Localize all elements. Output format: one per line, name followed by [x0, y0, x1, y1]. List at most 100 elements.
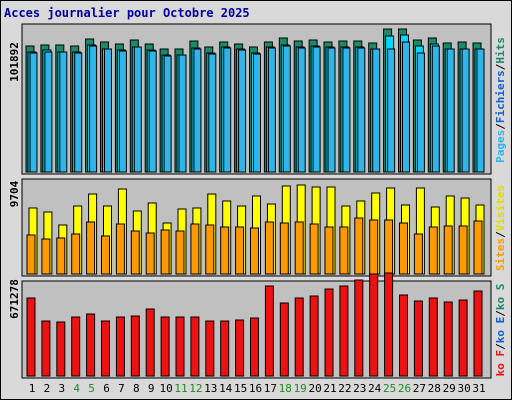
x-tick-label: 23: [353, 382, 366, 395]
kb-bar: [26, 297, 36, 377]
pages-bar: [59, 51, 68, 173]
pages-bar: [267, 47, 276, 173]
x-tick-label: 1: [29, 382, 36, 395]
sites-bar: [41, 238, 51, 275]
x-tick-label: 18: [279, 382, 292, 395]
sites-bar: [145, 232, 155, 275]
x-tick-label: 5: [88, 382, 95, 395]
pages-bar: [312, 46, 321, 173]
sites-bar: [354, 217, 364, 275]
kb-bar: [473, 290, 483, 377]
sites-bar: [56, 237, 66, 275]
sites-bar: [294, 221, 304, 275]
kb-bar: [71, 316, 81, 377]
kb-bar: [160, 316, 170, 377]
x-tick-label: 19: [294, 382, 307, 395]
legend-entry: ko E: [494, 317, 507, 344]
legend-entry: Visites: [494, 185, 507, 231]
kb-bar: [354, 279, 364, 377]
legend-entry: ko S: [494, 284, 507, 311]
sites-bar: [86, 221, 96, 275]
kb-bar: [86, 313, 96, 377]
legend-entry: Sites: [494, 238, 507, 271]
x-tick-label: 11: [174, 382, 187, 395]
pages-bar: [372, 48, 381, 173]
x-tick-label: 20: [308, 382, 321, 395]
sites-bar: [130, 230, 140, 275]
x-tick-label: 22: [338, 382, 351, 395]
pages-bar: [118, 50, 127, 173]
legend-entry: /: [494, 231, 507, 238]
pages-bar: [238, 49, 247, 173]
x-tick-label: 21: [323, 382, 336, 395]
legend-entry: Fichiers: [494, 70, 507, 123]
pages-bar: [29, 52, 38, 173]
sites-bar: [309, 223, 319, 275]
legend-entry: Pages: [494, 130, 507, 163]
kb-bar: [115, 316, 125, 377]
kb-bar: [399, 294, 408, 377]
pages-bar: [74, 52, 83, 173]
kb-bar: [130, 315, 140, 377]
sites-bar: [369, 219, 379, 275]
top-max-label: 101892: [8, 42, 21, 82]
x-tick-label: 31: [472, 382, 485, 395]
pages-bar: [342, 47, 351, 173]
sites-bar: [428, 226, 438, 275]
sites-bar: [205, 224, 215, 275]
x-tick-label: 7: [118, 382, 125, 395]
x-tick-label: 29: [443, 382, 456, 395]
middle-legend: Sites/Visites: [494, 185, 507, 271]
pages-bar: [416, 52, 425, 173]
top-legend: Pages/Fichiers/Hits: [494, 37, 507, 163]
x-tick-label: 24: [368, 382, 382, 395]
kb-bar: [190, 316, 200, 377]
sites-bar: [160, 229, 170, 275]
pages-bar: [208, 53, 217, 173]
pages-bar: [44, 51, 53, 173]
legend-entry: ko F: [494, 350, 507, 377]
kb-bar: [235, 319, 245, 377]
x-tick-label: 14: [219, 382, 233, 395]
x-tick-label: 6: [103, 382, 110, 395]
sites-bar: [324, 226, 334, 275]
sites-bar: [339, 226, 349, 275]
x-tick-label: 17: [264, 382, 277, 395]
sites-bar: [175, 230, 185, 275]
kb-bar: [145, 308, 155, 377]
kb-bar: [205, 320, 215, 377]
kb-bar: [413, 300, 423, 377]
x-tick-label: 30: [457, 382, 470, 395]
pages-bar: [461, 48, 470, 173]
pages-bar: [104, 48, 112, 173]
legend-entry: /: [494, 310, 507, 317]
pages-bar: [431, 45, 440, 173]
chart-title: Acces journalier pour Octobre 2025: [4, 6, 250, 20]
sites-bar: [101, 235, 110, 275]
sites-bar: [473, 220, 483, 275]
x-tick-label: 26: [398, 382, 411, 395]
pages-bar: [297, 47, 306, 173]
x-tick-label: 25: [383, 382, 396, 395]
sites-bar: [384, 219, 394, 275]
kb-bar: [101, 320, 110, 377]
sites-bar: [71, 233, 81, 275]
bars-group: [25, 28, 485, 377]
kb-bar: [175, 316, 185, 377]
sites-bar: [115, 223, 125, 275]
pages-bar: [387, 48, 396, 173]
x-tick-label: 8: [133, 382, 140, 395]
sites-bar: [413, 233, 423, 275]
pages-bar: [223, 47, 232, 173]
pages-bar: [402, 41, 410, 173]
kb-bar: [369, 273, 379, 377]
kb-bar: [309, 295, 319, 377]
sites-bar: [264, 221, 274, 275]
sites-bar: [399, 222, 408, 275]
x-tick-label: 27: [413, 382, 426, 395]
legend-entry: Hits: [494, 37, 507, 64]
bottom-legend: ko F/ko E/ko S: [494, 284, 507, 377]
pages-bar: [178, 54, 187, 173]
kb-bar: [279, 302, 289, 377]
